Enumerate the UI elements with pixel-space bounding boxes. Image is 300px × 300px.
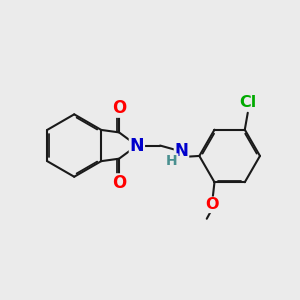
Text: O: O [112, 174, 126, 192]
Text: Cl: Cl [239, 95, 256, 110]
Text: O: O [112, 99, 126, 117]
Text: N: N [130, 136, 144, 154]
Text: N: N [175, 142, 188, 160]
Text: H: H [166, 154, 178, 168]
Text: O: O [205, 197, 219, 212]
